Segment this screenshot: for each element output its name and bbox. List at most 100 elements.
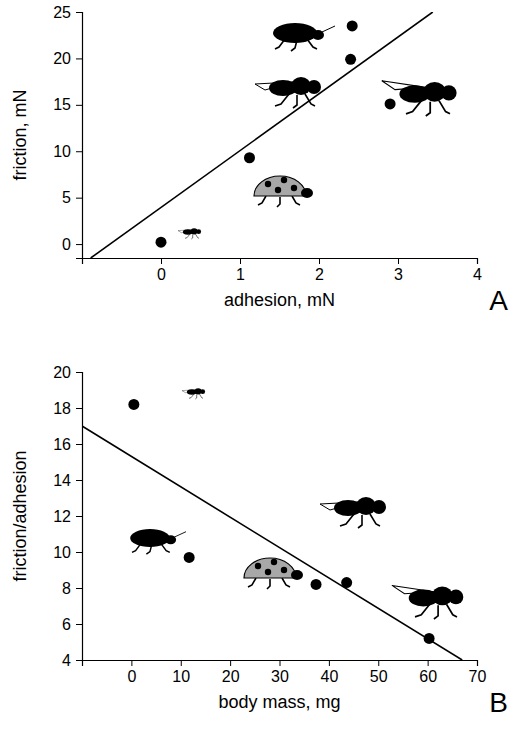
icon-leg [200, 394, 204, 398]
insect-icon [130, 529, 186, 554]
insect-icon [182, 388, 205, 399]
icon-body [130, 529, 170, 547]
icon-head [301, 188, 313, 198]
icon-spot [255, 563, 261, 569]
tick: 4 [62, 652, 82, 669]
tick-label: 50 [370, 668, 388, 685]
insect-icon [273, 23, 335, 51]
y-axis: 0510152025 [53, 4, 82, 259]
tick-mark [76, 660, 82, 661]
tick-mark [329, 660, 330, 666]
icon-head [291, 570, 303, 580]
data-point [184, 552, 195, 563]
tick: 1 [236, 258, 245, 283]
axis-line [83, 661, 478, 667]
fit-line [91, 12, 433, 258]
data-point [345, 54, 356, 65]
icon-leg [248, 578, 256, 587]
tick: 12 [53, 508, 82, 525]
plot-marks [91, 12, 433, 258]
tick-mark [76, 372, 82, 373]
icon-leg [258, 196, 266, 205]
tick: 20 [53, 364, 82, 381]
icon-spot [275, 187, 281, 193]
tick-label: 18 [53, 400, 71, 417]
icon-spot [265, 569, 271, 575]
icon-head [200, 389, 205, 394]
fit-line [82, 426, 462, 660]
tick-mark [240, 258, 241, 264]
tick: 5 [62, 189, 82, 206]
tick-label: 5 [62, 189, 71, 206]
icon-leg [358, 515, 362, 528]
tick-label: 20 [53, 50, 71, 67]
tick: 30 [271, 660, 289, 685]
tick: 10 [53, 544, 82, 561]
tick-label: 4 [473, 266, 482, 283]
icon-head [449, 590, 464, 605]
tick-mark [280, 660, 281, 666]
tick: 14 [53, 472, 82, 489]
icon-antenna [322, 26, 335, 32]
icon-leg [195, 394, 196, 399]
x-axis: 0 1 2 3 4 [83, 258, 483, 283]
tick: 70 [469, 660, 487, 685]
tick-label: 14 [53, 472, 71, 489]
icon-head [372, 500, 386, 514]
y-axis-title: friction, mN [10, 89, 30, 180]
tick-label: 20 [53, 364, 71, 381]
tick-label: 10 [172, 668, 190, 685]
icon-body [273, 23, 317, 43]
tick-mark [76, 151, 82, 152]
icon-leg [439, 101, 450, 114]
icon-spot [291, 185, 297, 191]
insect-icon [320, 497, 386, 528]
icon-body [244, 558, 296, 578]
tick-mark [76, 624, 82, 625]
tick: 18 [53, 400, 82, 417]
icon-leg [292, 196, 300, 205]
tick-mark [76, 552, 82, 553]
icon-leg [293, 95, 297, 108]
insect-icon [244, 558, 303, 589]
tick: 0 [157, 258, 166, 283]
insect-icon [254, 176, 313, 207]
data-point [347, 20, 358, 31]
tick: 2 [315, 258, 324, 283]
tick-mark [76, 58, 82, 59]
tick-mark [76, 244, 82, 245]
tick-label: 60 [419, 668, 437, 685]
tick-mark [131, 660, 132, 666]
figure: 012340510152025adhesion, mNfriction, mNA… [0, 0, 516, 740]
icon-spot [281, 177, 287, 183]
tick-label: 0 [127, 668, 136, 685]
data-point [311, 579, 322, 590]
icon-spot [281, 567, 287, 573]
tick: 20 [222, 660, 240, 685]
tick: 25 [53, 4, 82, 21]
icon-leg [434, 605, 438, 619]
icon-antenna [174, 532, 186, 537]
tick-mark [230, 660, 231, 666]
panel-letter: A [489, 285, 508, 316]
tick: 3 [394, 258, 403, 283]
tick-mark [76, 516, 82, 517]
tick: 4 [473, 258, 482, 283]
tick-label: 0 [62, 236, 71, 253]
tick-label: 4 [62, 652, 71, 669]
data-point [244, 152, 255, 163]
tick: 10 [53, 143, 82, 160]
icon-leg [267, 579, 270, 589]
tick-label: 12 [53, 508, 71, 525]
data-point [128, 399, 139, 410]
tick-mark [76, 12, 82, 13]
tick: 0 [62, 236, 82, 253]
tick-mark [477, 258, 478, 264]
tick: 6 [62, 616, 82, 633]
icon-head [307, 80, 321, 94]
axis-line [76, 13, 83, 259]
tick-mark [378, 660, 379, 666]
icon-leg [191, 234, 192, 239]
tick-mark [319, 258, 320, 264]
tick-label: 8 [62, 580, 71, 597]
